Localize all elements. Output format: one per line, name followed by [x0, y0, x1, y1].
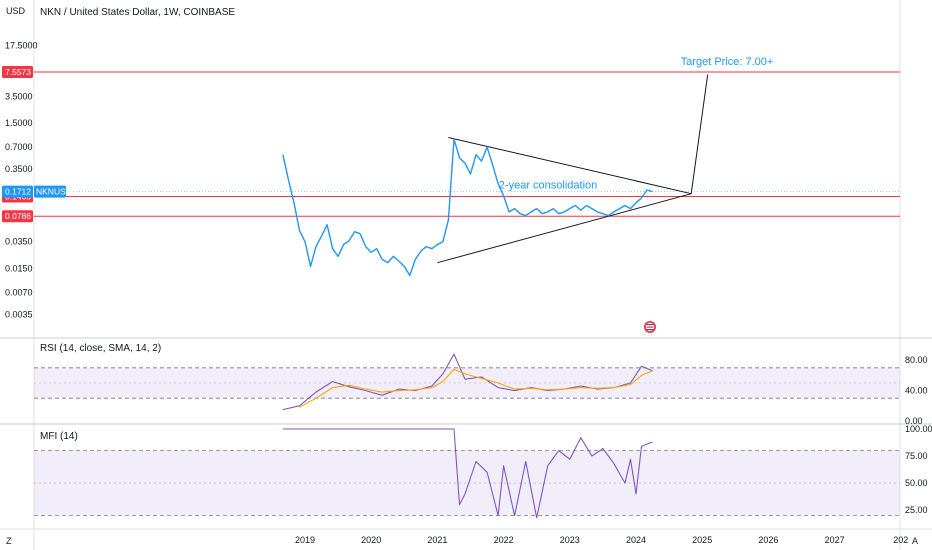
price-tick-label: 0.0070: [5, 288, 33, 298]
time-tick-label: 2020: [361, 535, 381, 545]
auto-scale-button[interactable]: A: [912, 536, 918, 546]
currency-label: USD: [6, 6, 26, 16]
mfi-title: MFI (14): [40, 431, 78, 442]
time-tick-label: 2027: [825, 535, 845, 545]
mfi-tick-label: 75.00: [905, 451, 928, 461]
mfi-series: [282, 428, 653, 519]
time-tick-label: 202: [893, 535, 908, 545]
price-line: [282, 138, 653, 277]
trend-line: [448, 137, 692, 195]
mfi-axis-ticks: 100.00 75.00 50.00 25.00: [905, 424, 932, 515]
annotation-label: Target Price: 7.00+: [681, 56, 774, 68]
last-price-badge-bg: [2, 185, 33, 198]
rsi-title: RSI (14, close, SMA, 14, 2): [40, 343, 161, 354]
price-tick-label: 17.5000: [5, 41, 38, 51]
time-tick-label: 2026: [758, 535, 778, 545]
trend-line: [437, 193, 692, 264]
time-tick-label: 2019: [295, 535, 315, 545]
mfi-band: [34, 450, 900, 516]
rsi-line: [282, 353, 653, 411]
last-price-badge: 0.1712: [5, 187, 31, 197]
timezone-button[interactable]: Z: [6, 536, 12, 546]
rsi-band: [34, 367, 900, 399]
triangle-pattern-lines: [437, 74, 709, 264]
us-flag-icon[interactable]: [644, 321, 656, 333]
time-tick-label: 2025: [692, 535, 712, 545]
time-tick-label: 2023: [560, 535, 580, 545]
annotation-label: 2-year consolidation: [499, 179, 597, 191]
level-badge-bg: [2, 210, 33, 223]
symbol-tag-bg: [34, 185, 66, 198]
price-tick-label: 0.7000: [5, 142, 33, 152]
rsi-axis-ticks: 80.00 40.00 0.00: [905, 355, 928, 426]
rsi-tick-label: 40.00: [905, 386, 928, 396]
rsi-line: [299, 368, 653, 408]
rsi-series: [282, 353, 653, 411]
chart-title: NKN / United States Dollar, 1W, COINBASE: [40, 7, 235, 18]
time-axis-ticks: 2019 2020 2021 2022 2023 2024 2025 2026 2027 202: [295, 535, 908, 545]
price-tick-label: 0.0035: [5, 309, 33, 319]
symbol-tag: NKNUSD: [36, 187, 72, 197]
level-badge: 7.5573: [5, 67, 31, 77]
rsi-tick-label: 80.00: [905, 355, 928, 365]
trend-line: [690, 74, 709, 194]
horizontal-levels: [34, 71, 900, 217]
mfi-tick-label: 25.00: [905, 505, 928, 515]
time-tick-label: 2024: [626, 535, 646, 545]
time-tick-label: 2021: [427, 535, 447, 545]
time-tick-label: 2022: [494, 535, 514, 545]
price-series: [282, 138, 653, 277]
price-tick-label: 0.0350: [5, 237, 33, 247]
price-tick-label: 3.5000: [5, 91, 33, 101]
mfi-line: [282, 428, 653, 519]
mfi-tick-label: 50.00: [905, 478, 928, 488]
mfi-tick-label: 100.00: [905, 424, 932, 434]
price-tick-label: 0.0150: [5, 263, 33, 273]
price-tick-label: 0.3500: [5, 164, 33, 174]
rsi-tick-label: 0.00: [905, 416, 923, 426]
price-axis-ticks: 17.5000 3.5000 1.5000 0.7000 0.3500 0.0350 0.0…: [5, 41, 38, 320]
price-tick-label: 1.5000: [5, 118, 33, 128]
level-badge-bg: [2, 66, 33, 78]
level-badge: 0.0786: [5, 211, 31, 221]
chart-annotations: Target Price: 7.00+ 2-year consolidation: [499, 56, 774, 192]
